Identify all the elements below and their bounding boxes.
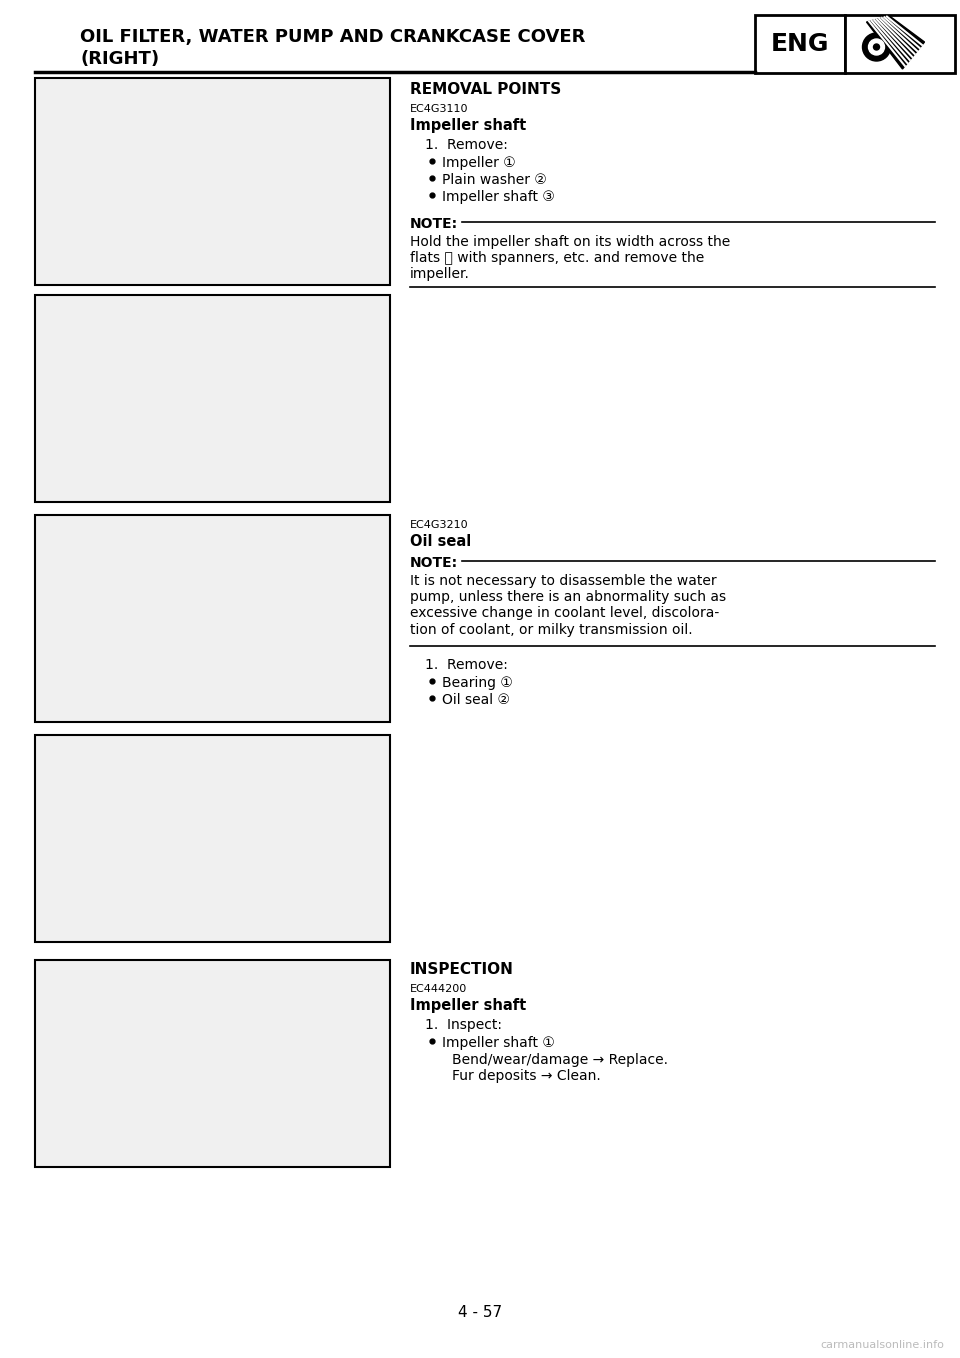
Text: Impeller shaft: Impeller shaft [410, 118, 526, 133]
Circle shape [869, 39, 884, 56]
Text: REMOVAL POINTS: REMOVAL POINTS [410, 81, 562, 96]
Text: Oil seal ②: Oil seal ② [442, 693, 510, 708]
Text: carmanualsonline.info: carmanualsonline.info [820, 1340, 944, 1350]
Bar [845, 15, 955, 73]
Text: NOTE:: NOTE: [410, 555, 458, 570]
Text: Impeller shaft ③: Impeller shaft ③ [442, 190, 555, 204]
Bar [35, 295, 390, 502]
Text: Impeller shaft ①: Impeller shaft ① [442, 1036, 555, 1050]
Text: Impeller ①: Impeller ① [442, 156, 516, 170]
Bar [35, 515, 390, 722]
Bar [755, 15, 845, 73]
Text: 1.  Inspect:: 1. Inspect: [425, 1018, 502, 1032]
Circle shape [874, 43, 879, 50]
Text: EC4G3110: EC4G3110 [410, 105, 468, 114]
Text: Bend/wear/damage → Replace.: Bend/wear/damage → Replace. [452, 1052, 668, 1067]
Circle shape [862, 33, 891, 61]
Bar [35, 960, 390, 1167]
Text: EC444200: EC444200 [410, 985, 468, 994]
Text: It is not necessary to disassemble the water
pump, unless there is an abnormalit: It is not necessary to disassemble the w… [410, 574, 726, 637]
Text: Oil seal: Oil seal [410, 534, 471, 549]
Text: 4 - 57: 4 - 57 [458, 1305, 502, 1320]
Text: EC4G3210: EC4G3210 [410, 520, 468, 530]
Bar [35, 77, 390, 285]
Text: 1.  Remove:: 1. Remove: [425, 139, 508, 152]
Text: (RIGHT): (RIGHT) [80, 50, 159, 68]
Text: INSPECTION: INSPECTION [410, 961, 514, 976]
Text: NOTE:: NOTE: [410, 217, 458, 231]
Text: OIL FILTER, WATER PUMP AND CRANKCASE COVER: OIL FILTER, WATER PUMP AND CRANKCASE COV… [80, 29, 586, 46]
Text: Plain washer ②: Plain washer ② [442, 172, 547, 187]
Text: 1.  Remove:: 1. Remove: [425, 659, 508, 672]
Text: Hold the impeller shaft on its width across the
flats ⓐ with spanners, etc. and : Hold the impeller shaft on its width acr… [410, 235, 731, 281]
Text: Impeller shaft: Impeller shaft [410, 998, 526, 1013]
Text: Bearing ①: Bearing ① [442, 676, 513, 690]
Text: Fur deposits → Clean.: Fur deposits → Clean. [452, 1069, 601, 1082]
Bar [35, 735, 390, 942]
Text: ENG: ENG [771, 33, 829, 56]
Polygon shape [867, 16, 924, 69]
